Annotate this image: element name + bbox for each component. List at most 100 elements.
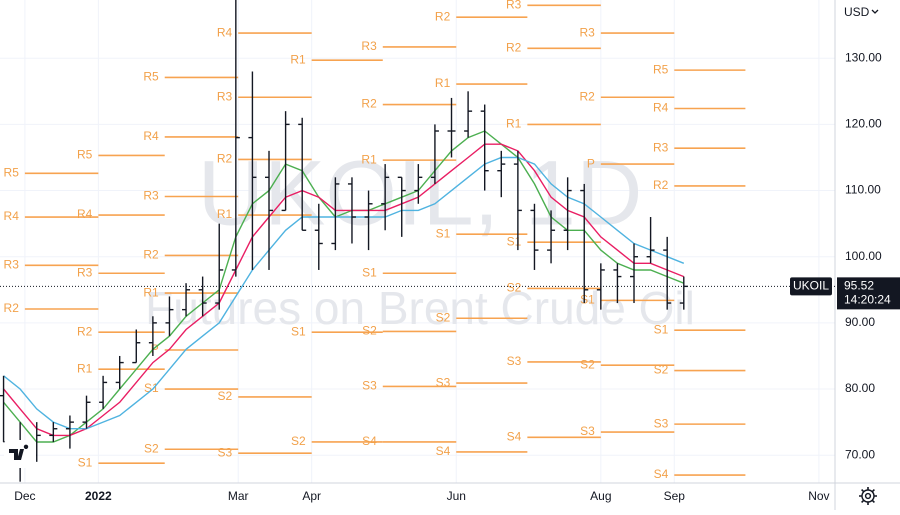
pivot-label: S4 — [507, 430, 522, 444]
axes: 70.00 80.00 90.00 100.00 110.00 120.00 130.00 D… — [14, 50, 882, 503]
ohlc-bar — [182, 283, 191, 317]
symbol-label: UKOIL — [793, 279, 829, 293]
y-tick-label: 100.00 — [845, 249, 882, 263]
pivot-label: R5 — [653, 62, 669, 76]
pivot-label: S1 — [436, 226, 451, 240]
pivot-label: S1 — [291, 324, 306, 338]
pivot-label: S3 — [436, 375, 451, 389]
pivot-label: R1 — [506, 117, 522, 131]
pivot-label: S3 — [507, 354, 522, 368]
ohlc-bar — [513, 150, 522, 251]
pivot-label: S4 — [654, 467, 669, 481]
ohlc-bar — [613, 263, 622, 304]
ohlc-bar — [480, 104, 489, 191]
ohlc-bar — [314, 203, 323, 270]
pivot-label: R1 — [143, 285, 159, 299]
ohlc-bar — [231, 0, 240, 277]
ohlc-bar — [447, 97, 456, 158]
y-tick-label: 90.00 — [845, 315, 875, 329]
ohlc-bar — [580, 183, 589, 304]
ohlc-bar — [165, 296, 174, 337]
countdown-label: 14:20:24 — [844, 293, 891, 307]
x-tick-label: Nov — [808, 489, 829, 503]
pivot-label: R2 — [506, 40, 522, 54]
pivot-label: R4 — [217, 25, 233, 39]
y-tick-label: 130.00 — [845, 50, 882, 64]
x-tick-label: Jun — [447, 489, 466, 503]
pivot-label: S2 — [654, 363, 669, 377]
pivot-label: R3 — [4, 257, 20, 271]
x-tick-label: Mar — [228, 489, 249, 503]
x-tick-label: 2022 — [85, 489, 112, 503]
pivot-label: R1 — [77, 361, 93, 375]
price-tag — [837, 277, 900, 310]
ohlc-bar — [248, 71, 257, 270]
pivot-label: S3 — [362, 379, 377, 393]
pivot-label: S3 — [218, 445, 233, 459]
pivot-label: R4 — [77, 207, 93, 221]
pivot-label: R3 — [361, 39, 377, 53]
ohlc-bar — [430, 124, 439, 184]
x-tick-label: Apr — [302, 489, 321, 503]
ohlc-bar — [115, 355, 124, 390]
moving-average-line — [3, 143, 685, 437]
pivot-label: R2 — [579, 89, 595, 103]
ohlc-bar — [464, 91, 473, 138]
pivot-label: R3 — [217, 89, 233, 103]
currency-label[interactable]: USD — [844, 5, 870, 19]
pivot-label: S1 — [78, 455, 93, 469]
ohlc-bar — [397, 176, 406, 237]
ohlc-bar — [281, 111, 290, 212]
currency-chevron[interactable] — [871, 9, 879, 14]
pivot-label: S2 — [291, 434, 306, 448]
ohlc-bar — [414, 164, 423, 204]
pivot-label: R1 — [435, 76, 451, 90]
moving-average-line — [3, 156, 685, 430]
watermark-subtitle: Futures on Brent Crude Oil — [145, 282, 695, 334]
tv-logo — [4, 440, 36, 468]
ohlc-bar — [198, 276, 207, 317]
pivot-label: P — [587, 156, 595, 170]
pivot-label: R1 — [217, 207, 233, 221]
x-tick-label: Dec — [14, 489, 35, 503]
ohlc-bar — [132, 329, 141, 364]
pivot-label: R2 — [653, 178, 669, 192]
ohlc-bar — [646, 217, 655, 264]
pivot-label: R2 — [217, 152, 233, 166]
pivot-label: R2 — [77, 324, 93, 338]
pivot-label: R5 — [4, 166, 20, 180]
pivot-label: R2 — [361, 97, 377, 111]
pivot-label: R3 — [506, 0, 522, 11]
y-tick-label: 110.00 — [845, 183, 881, 197]
pivot-label: S3 — [580, 424, 595, 438]
ohlc-bar — [530, 203, 539, 270]
pivot-label: R4 — [4, 209, 20, 223]
y-tick-label: 80.00 — [845, 381, 875, 395]
pivot-label: S4 — [362, 434, 377, 448]
ohlc-bar — [215, 223, 224, 310]
pivot-label: R2 — [4, 301, 20, 315]
moving-average-line — [3, 130, 685, 443]
ohlc-bar — [82, 395, 91, 429]
ohlc-bar — [65, 415, 74, 449]
ohlc-bar — [364, 190, 373, 251]
pivot-label: R3 — [77, 265, 93, 279]
price-tag-label: 95.52 — [844, 279, 874, 293]
y-tick-label: 120.00 — [845, 117, 882, 131]
pivot-label: S1 — [580, 293, 595, 307]
pivot-label: R5 — [77, 148, 93, 162]
ohlc-bar — [331, 177, 340, 251]
plot-area: R5 R4 R3 R2 R5 R4 R3 R2 R1 S1 R5 R4 R3 R2 R1 P S1 S2 R4 R3 R… — [0, 0, 746, 482]
pivot-label: R2 — [143, 248, 159, 262]
pivot-label: P — [151, 342, 159, 356]
pivot-label: S1 — [507, 234, 522, 248]
x-tick-label: Aug — [590, 489, 611, 503]
ohlc-bar — [148, 316, 157, 356]
ohlc-bar — [547, 210, 556, 264]
ohlc-bar — [663, 236, 672, 310]
settings-gear[interactable] — [859, 487, 877, 505]
pivot-label: S2 — [580, 357, 595, 371]
symbol-tag — [790, 277, 832, 296]
